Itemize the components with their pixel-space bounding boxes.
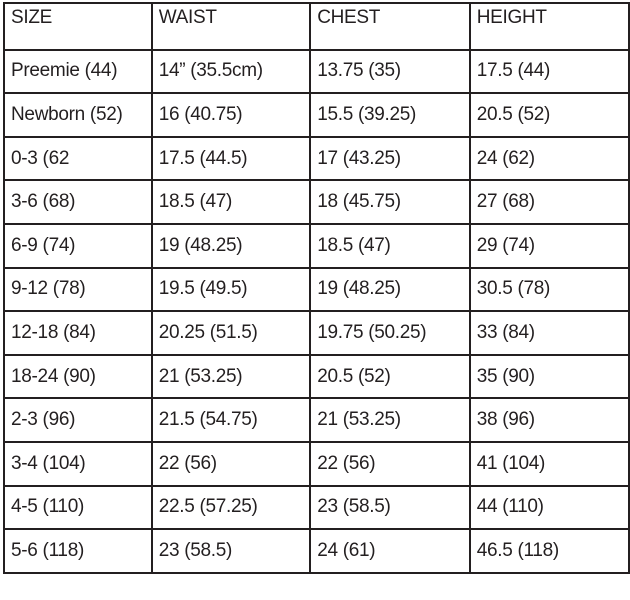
size-cell: 0-3 (62 bbox=[3, 135, 153, 182]
height-cell: 29 (74) bbox=[468, 222, 630, 269]
height-cell: 38 (96) bbox=[468, 397, 630, 443]
waist-cell: 17.5 (44.5) bbox=[150, 135, 312, 182]
height-cell: 27 (68) bbox=[468, 179, 630, 225]
table-row: 2-3 (96) 21.5 (54.75) 21 (53.25) 38 (96) bbox=[3, 397, 630, 443]
waist-cell: 16 (40.75) bbox=[150, 92, 312, 138]
size-cell: 3-4 (104) bbox=[3, 440, 153, 487]
waist-cell: 20.25 (51.5) bbox=[150, 310, 312, 356]
size-cell: 3-6 (68) bbox=[3, 179, 153, 225]
table-row: 12-18 (84) 20.25 (51.5) 19.75 (50.25) 33 (8… bbox=[3, 310, 630, 356]
size-cell: Preemie (44) bbox=[3, 48, 153, 95]
waist-cell: 22 (56) bbox=[150, 440, 312, 487]
chest-cell: 17 (43.25) bbox=[309, 135, 471, 182]
waist-cell: 23 (58.5) bbox=[150, 528, 312, 574]
chest-cell: 19 (48.25) bbox=[309, 266, 471, 313]
header-row: SIZE WAIST CHEST HEIGHT bbox=[3, 2, 630, 51]
chest-cell: 22 (56) bbox=[309, 440, 471, 487]
height-cell: 35 (90) bbox=[468, 353, 630, 400]
height-cell: 17.5 (44) bbox=[468, 48, 630, 95]
header-chest: CHEST bbox=[309, 2, 471, 51]
height-cell: 30.5 (78) bbox=[468, 266, 630, 313]
chest-cell: 13.75 (35) bbox=[309, 48, 471, 95]
table-row: 4-5 (110) 22.5 (57.25) 23 (58.5) 44 (110) bbox=[3, 484, 630, 531]
size-cell: 4-5 (110) bbox=[3, 484, 153, 531]
table-row: 18-24 (90) 21 (53.25) 20.5 (52) 35 (90) bbox=[3, 353, 630, 400]
table-row: 9-12 (78) 19.5 (49.5) 19 (48.25) 30.5 (78) bbox=[3, 266, 630, 313]
waist-cell: 22.5 (57.25) bbox=[150, 484, 312, 531]
waist-cell: 21 (53.25) bbox=[150, 353, 312, 400]
height-cell: 44 (110) bbox=[468, 484, 630, 531]
chest-cell: 23 (58.5) bbox=[309, 484, 471, 531]
size-chart-table: SIZE WAIST CHEST HEIGHT Preemie (44) 14” … bbox=[3, 2, 630, 574]
table-row: 5-6 (118) 23 (58.5) 24 (61) 46.5 (118) bbox=[3, 528, 630, 574]
size-cell: 6-9 (74) bbox=[3, 222, 153, 269]
chest-cell: 15.5 (39.25) bbox=[309, 92, 471, 138]
table-row: Newborn (52) 16 (40.75) 15.5 (39.25) 20.5 (… bbox=[3, 92, 630, 138]
height-cell: 33 (84) bbox=[468, 310, 630, 356]
waist-cell: 19 (48.25) bbox=[150, 222, 312, 269]
chest-cell: 19.75 (50.25) bbox=[309, 310, 471, 356]
size-cell: 9-12 (78) bbox=[3, 266, 153, 313]
header-size: SIZE bbox=[3, 2, 153, 51]
height-cell: 41 (104) bbox=[468, 440, 630, 487]
size-cell: 5-6 (118) bbox=[3, 528, 153, 574]
table-row: 0-3 (62 17.5 (44.5) 17 (43.25) 24 (62) bbox=[3, 135, 630, 182]
table-row: Preemie (44) 14” (35.5cm) 13.75 (35) 17.5 (… bbox=[3, 48, 630, 95]
table-row: 3-6 (68) 18.5 (47) 18 (45.75) 27 (68) bbox=[3, 179, 630, 225]
size-cell: 2-3 (96) bbox=[3, 397, 153, 443]
waist-cell: 14” (35.5cm) bbox=[150, 48, 312, 95]
height-cell: 24 (62) bbox=[468, 135, 630, 182]
table-row: 6-9 (74) 19 (48.25) 18.5 (47) 29 (74) bbox=[3, 222, 630, 269]
chest-cell: 21 (53.25) bbox=[309, 397, 471, 443]
height-cell: 20.5 (52) bbox=[468, 92, 630, 138]
size-chart-body: SIZE WAIST CHEST HEIGHT Preemie (44) 14” … bbox=[3, 2, 630, 574]
chest-cell: 18.5 (47) bbox=[309, 222, 471, 269]
waist-cell: 21.5 (54.75) bbox=[150, 397, 312, 443]
waist-cell: 19.5 (49.5) bbox=[150, 266, 312, 313]
header-height: HEIGHT bbox=[468, 2, 630, 51]
waist-cell: 18.5 (47) bbox=[150, 179, 312, 225]
table-row: 3-4 (104) 22 (56) 22 (56) 41 (104) bbox=[3, 440, 630, 487]
size-cell: 12-18 (84) bbox=[3, 310, 153, 356]
size-cell: Newborn (52) bbox=[3, 92, 153, 138]
chest-cell: 20.5 (52) bbox=[309, 353, 471, 400]
height-cell: 46.5 (118) bbox=[468, 528, 630, 574]
size-cell: 18-24 (90) bbox=[3, 353, 153, 400]
chest-cell: 18 (45.75) bbox=[309, 179, 471, 225]
header-waist: WAIST bbox=[150, 2, 312, 51]
chest-cell: 24 (61) bbox=[309, 528, 471, 574]
